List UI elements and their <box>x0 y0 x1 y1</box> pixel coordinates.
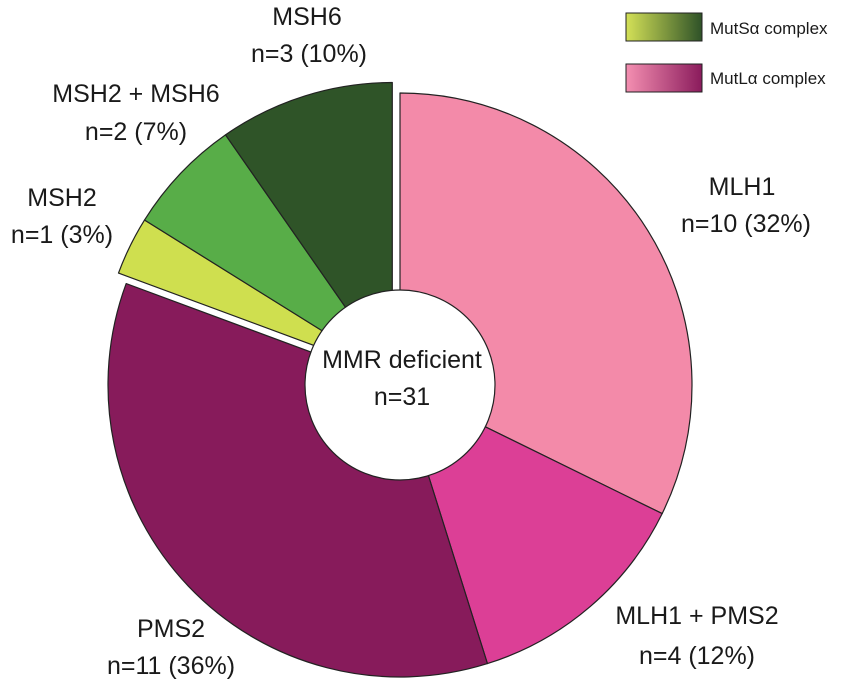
slice-label-name: MSH2 <box>27 184 96 212</box>
slice-label-name: PMS2 <box>137 615 205 643</box>
slice-label-count: n=2 (7%) <box>85 118 187 146</box>
slice-label-name: MLH1 + PMS2 <box>615 602 778 630</box>
pie-slice-pms2 <box>107 282 489 678</box>
legend-label-mutla: MutLα complex <box>710 69 826 88</box>
pie-slice-mlh1-pms2 <box>399 384 663 665</box>
pie-slice-msh6 <box>224 81 393 376</box>
center-label-count: n=31 <box>374 383 430 411</box>
legend-label-mutsa: MutSα complex <box>710 19 828 38</box>
slice-label-count: n=1 (3%) <box>11 221 113 249</box>
slice-label-name: MSH6 <box>272 3 341 31</box>
legend-swatch-mutla <box>625 63 703 93</box>
center-hole <box>304 289 496 481</box>
pie-slice-msh2-msh6 <box>143 134 393 376</box>
legend: MutSα complex MutLα complex <box>625 12 828 93</box>
slice-label-count: n=10 (32%) <box>681 210 811 238</box>
slice-labels: MLH1 n=10 (32%) MLH1 + PMS2 n=4 (12%) PM… <box>11 3 811 680</box>
slice-label-name: MLH1 <box>709 173 776 201</box>
slice-label-name: MSH2 + MSH6 <box>52 80 219 108</box>
legend-swatch-mutsa <box>625 12 703 42</box>
slice-label-count: n=3 (10%) <box>251 40 367 68</box>
slice-label-count: n=11 (36%) <box>107 652 235 680</box>
slice-label-count: n=4 (12%) <box>639 642 755 670</box>
center-label-title: MMR deficient <box>322 346 482 374</box>
